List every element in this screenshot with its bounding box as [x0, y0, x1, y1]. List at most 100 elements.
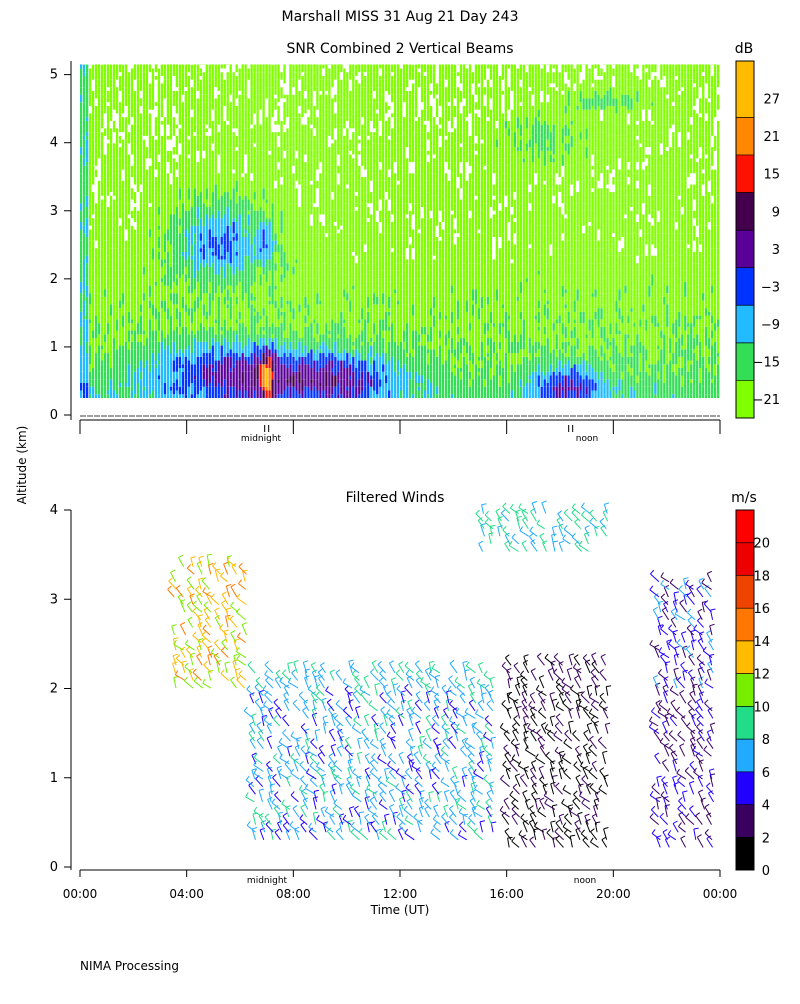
snr-cell [286, 282, 288, 286]
snr-cell [271, 252, 273, 256]
snr-cell [313, 76, 315, 83]
snr-cell [104, 222, 106, 229]
snr-cell [364, 177, 366, 184]
snr-cell [215, 334, 217, 341]
snr-cell [418, 346, 420, 350]
snr-cell [221, 128, 223, 135]
snr-cell [179, 218, 181, 225]
snr-cell [325, 274, 327, 285]
snr-cell [340, 394, 342, 398]
snr-cell [110, 368, 112, 379]
snr-cell [421, 278, 423, 285]
snr-cell [283, 364, 285, 368]
snr-cell [146, 181, 148, 188]
snr-cell [304, 316, 306, 323]
snr-cell [247, 140, 249, 151]
snr-cell [167, 376, 169, 383]
snr-cell [403, 361, 405, 365]
snr-cell [370, 192, 372, 199]
snr-cell [421, 327, 423, 334]
snr-cell [244, 95, 246, 102]
snr-cell [346, 259, 348, 266]
snr-cell [271, 233, 273, 240]
snr-cell [218, 327, 220, 331]
snr-cell [400, 87, 402, 94]
snr-cell [358, 379, 360, 383]
snr-cell [137, 383, 139, 394]
snr-cell [325, 128, 327, 135]
snr-cell [233, 87, 235, 94]
snr-cell [271, 361, 273, 372]
snr-cell [250, 64, 252, 68]
snr-cell [89, 248, 91, 259]
snr-cell [379, 387, 381, 398]
snr-cell [185, 229, 187, 236]
snr-cell [286, 170, 288, 181]
snr-cell [409, 188, 411, 195]
snr-cell [409, 304, 411, 315]
snr-cell [140, 151, 142, 155]
snr-cell [268, 87, 270, 98]
snr-cell [83, 372, 85, 379]
snr-cell [409, 226, 411, 237]
snr-cell [424, 390, 426, 397]
snr-cell [325, 297, 327, 308]
snr-cell [316, 349, 318, 353]
snr-cell [107, 64, 109, 68]
snr-cell [343, 297, 345, 301]
snr-cell [253, 211, 255, 222]
snr-cell [397, 188, 399, 199]
snr-cell [403, 132, 405, 136]
snr-cell [325, 259, 327, 263]
snr-cell [349, 65, 351, 76]
snr-cell [92, 72, 94, 79]
snr-cell [221, 121, 223, 128]
snr-cell [101, 364, 103, 375]
snr-cell [385, 267, 387, 274]
snr-cell [230, 147, 232, 158]
snr-cell [328, 353, 330, 360]
snr-cell [137, 263, 139, 270]
snr-cell [134, 394, 136, 398]
snr-cell [110, 76, 112, 80]
snr-cell [391, 128, 393, 139]
snr-cell [316, 372, 318, 376]
snr-cell [140, 192, 142, 203]
snr-cell [256, 226, 258, 230]
snr-cell [203, 203, 205, 214]
snr-cell [161, 353, 163, 364]
snr-cell [92, 155, 94, 159]
snr-cell [328, 394, 330, 398]
snr-cell [242, 147, 244, 154]
snr-cell [322, 136, 324, 143]
snr-cell [262, 316, 264, 323]
snr-cell [355, 155, 357, 162]
snr-cell [89, 95, 91, 106]
snr-cell [337, 293, 339, 297]
snr-cell [122, 379, 124, 386]
snr-cell [179, 244, 181, 255]
snr-cell [218, 331, 220, 335]
snr-cell [224, 132, 226, 136]
snr-cell [80, 68, 82, 75]
snr-cell [334, 192, 336, 199]
snr-cell [277, 91, 279, 102]
snr-cell [346, 91, 348, 98]
snr-cell [167, 241, 169, 252]
snr-cell [271, 312, 273, 323]
snr-cell [409, 282, 411, 293]
snr-cell [221, 259, 223, 266]
snr-cell [406, 368, 408, 372]
snr-cell [239, 188, 241, 195]
snr-cell [149, 192, 151, 199]
snr-cell [107, 143, 109, 150]
snr-cell [265, 304, 267, 315]
snr-cell [176, 203, 178, 207]
snr-cell [116, 76, 118, 80]
snr-cell [382, 151, 384, 158]
snr-cell [221, 244, 223, 255]
snr-cell [364, 200, 366, 207]
snr-cell [307, 102, 309, 109]
snr-cell [268, 323, 270, 327]
snr-cell [233, 151, 235, 162]
